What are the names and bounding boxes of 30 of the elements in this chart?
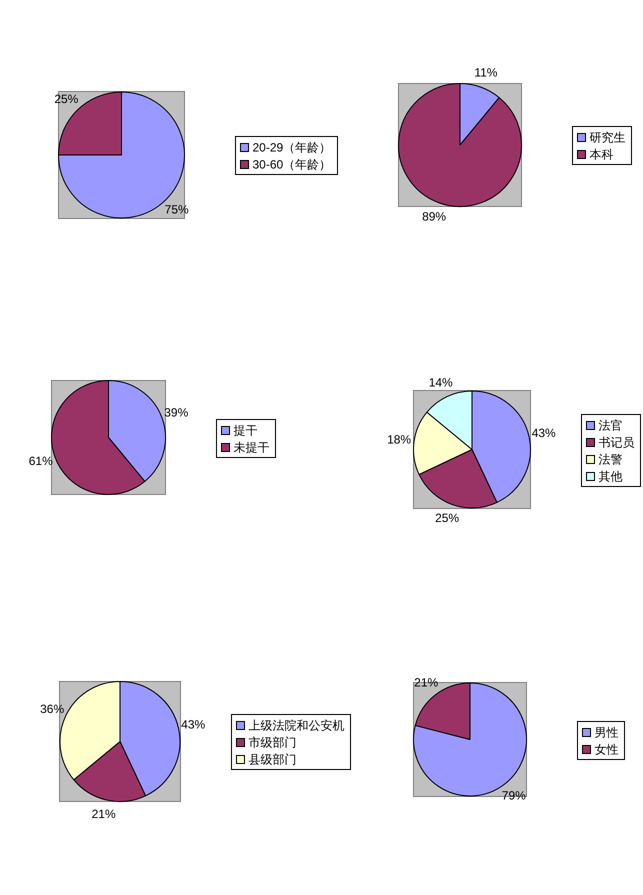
data-label: 36%	[40, 702, 64, 716]
data-label: 75%	[164, 202, 189, 216]
legend-label: 研究生	[590, 130, 626, 144]
data-label: 43%	[532, 426, 556, 440]
legend-label: 其他	[598, 469, 622, 484]
legend-label: 书记员	[598, 435, 634, 450]
data-label: 43%	[181, 717, 206, 732]
legend-label: 法官	[598, 418, 622, 432]
legend-label: 法警	[598, 452, 622, 466]
legend-label: 县级部门	[248, 752, 296, 766]
data-label: 21%	[414, 675, 439, 690]
data-label: 14%	[428, 375, 454, 390]
data-label: 25%	[435, 510, 460, 525]
legend-label: 市级部门	[248, 735, 296, 750]
legend-label: 提干	[234, 423, 258, 438]
data-label: 18%	[387, 432, 412, 447]
legend-label: 未提干	[234, 440, 270, 454]
legend-label: 上级法院和公安机	[248, 718, 344, 732]
legend-label: 30-60（年龄）	[252, 157, 332, 172]
data-label: 25%	[54, 92, 79, 106]
data-label: 39%	[164, 405, 189, 420]
data-label: 61%	[28, 454, 54, 468]
data-label: 79%	[502, 788, 526, 802]
data-label: 21%	[92, 807, 116, 822]
legend-label: 20-29（年龄）	[252, 140, 332, 154]
data-label: 89%	[422, 209, 446, 224]
legend-label: 男性	[594, 725, 618, 740]
legend-label: 女性	[594, 742, 618, 756]
legend-label: 本科	[590, 147, 614, 162]
data-label: 11%	[474, 65, 498, 80]
